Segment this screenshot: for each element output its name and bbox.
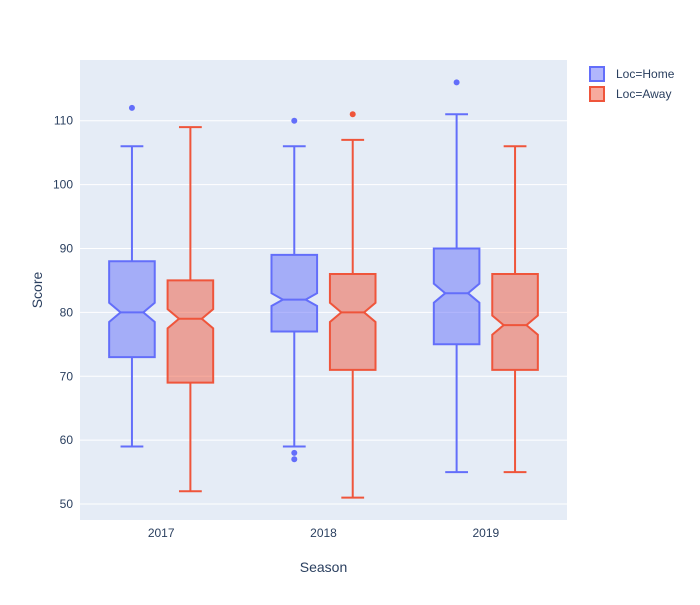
- legend-item-0: Loc=Home: [589, 66, 675, 82]
- y-tick-labels: 50 60 70 80 90 100 110: [53, 114, 73, 511]
- legend-item-1: Loc=Away: [589, 86, 671, 102]
- outlier-point: [291, 456, 298, 463]
- legend-label: Loc=Home: [616, 67, 675, 81]
- box-2019-1: [491, 145, 539, 474]
- box-body: [432, 247, 481, 346]
- y-tick-label: 110: [54, 114, 73, 128]
- outlier-point: [453, 79, 460, 86]
- y-tick-label: 60: [60, 433, 74, 447]
- y-gridlines: [80, 120, 567, 505]
- legend-swatch: [589, 86, 605, 102]
- y-tick-label: 100: [53, 178, 73, 192]
- legend-swatch: [589, 66, 605, 82]
- outlier-point: [349, 111, 356, 118]
- box-2017-0: [108, 104, 156, 448]
- y-tick-label: 80: [60, 305, 74, 319]
- x-tick-labels: 2017 2018 2019: [148, 526, 500, 540]
- y-tick-label: 50: [60, 497, 74, 511]
- y-tick-label: 70: [60, 369, 74, 383]
- boxes: [108, 79, 539, 499]
- outlier-point: [291, 117, 298, 124]
- y-axis-title: Score: [29, 272, 45, 309]
- legend: Loc=Home Loc=Away: [589, 66, 675, 102]
- box-body: [108, 260, 156, 359]
- x-tick-label: 2017: [148, 526, 175, 540]
- outlier-point: [291, 449, 298, 456]
- box-2018-1: [328, 111, 377, 499]
- x-tick-label: 2018: [310, 526, 337, 540]
- box-2017-1: [166, 126, 215, 493]
- x-axis-title: Season: [300, 559, 347, 575]
- outlier-point: [128, 104, 135, 111]
- box-2018-0: [270, 117, 319, 463]
- x-tick-label: 2019: [472, 526, 499, 540]
- box-body: [491, 273, 539, 371]
- box-body: [270, 253, 319, 333]
- plot-background: [80, 60, 567, 520]
- box-2019-0: [432, 79, 481, 474]
- box-body: [166, 279, 215, 384]
- y-tick-label: 90: [60, 241, 74, 255]
- box-body: [328, 273, 377, 371]
- legend-label: Loc=Away: [616, 87, 671, 101]
